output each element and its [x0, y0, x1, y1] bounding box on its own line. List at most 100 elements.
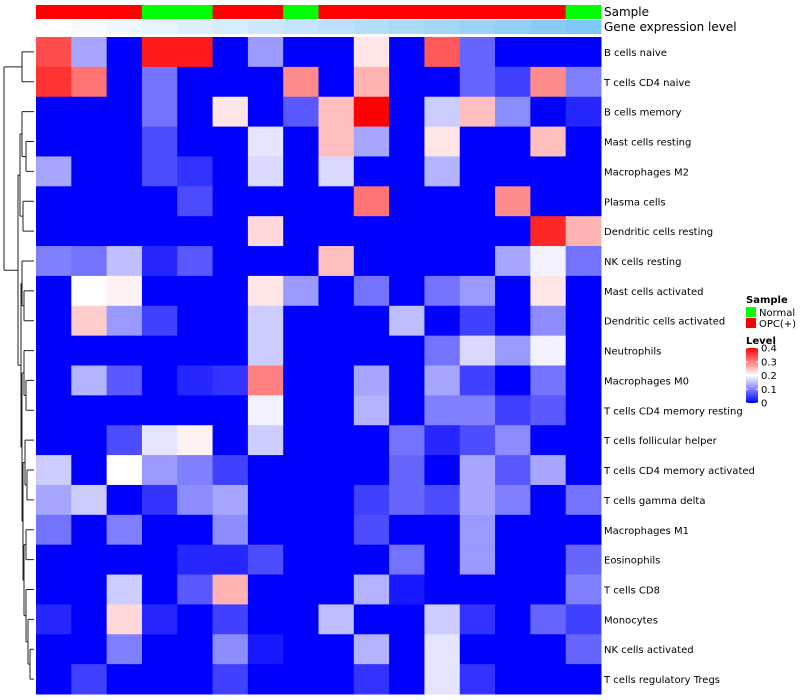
heatmap-cell [459, 634, 496, 665]
heatmap-cell [247, 246, 284, 277]
heatmap-cell [353, 66, 390, 98]
expression-track-title: Gene expression level [604, 20, 737, 34]
heatmap-cell [353, 246, 390, 277]
heatmap-cell [283, 186, 319, 217]
heatmap-cell [36, 425, 72, 456]
heatmap-cell [389, 514, 425, 546]
heatmap-cell [495, 126, 531, 157]
heatmap-cell [389, 126, 425, 157]
heatmap-cell [495, 395, 531, 426]
heatmap-cell [318, 425, 355, 456]
heatmap-cell [389, 604, 425, 635]
heatmap-cell [247, 395, 284, 426]
sample-annotation-cell [283, 5, 319, 19]
heatmap-cell [141, 365, 178, 396]
heatmap-cell [71, 246, 108, 277]
heatmap-cell [459, 246, 496, 277]
heatmap-cell [141, 156, 178, 187]
heatmap-cell [283, 395, 319, 426]
heatmap-cell [177, 246, 214, 277]
heatmap-cell [283, 544, 319, 576]
heatmap-cell [424, 275, 461, 307]
heatmap-cell [141, 544, 178, 576]
row-label: T cells CD4 memory resting [603, 406, 743, 417]
heatmap-cell [353, 186, 390, 217]
heatmap-cell [459, 335, 496, 366]
heatmap-cell [247, 305, 284, 337]
heatmap-cell [283, 455, 319, 486]
expression-annotation-cell [247, 20, 284, 34]
expression-annotation-cell [283, 20, 319, 34]
heatmap-cell [212, 216, 249, 247]
heatmap-cell [71, 216, 108, 247]
heatmap-cell [177, 425, 214, 456]
heatmap-cell [212, 544, 249, 576]
row-label: NK cells resting [604, 257, 681, 268]
heatmap-cell [353, 604, 390, 635]
heatmap-cell [71, 484, 108, 516]
heatmap-cell [212, 604, 249, 635]
heatmap-cell [424, 66, 461, 98]
heatmap-cell [318, 66, 355, 98]
expression-annotation-cell [459, 20, 496, 34]
sample-legend-label: OPC(+) [759, 319, 796, 330]
sample-annotation-cell [106, 5, 143, 19]
heatmap-cell [247, 96, 284, 128]
row-label: Mast cells resting [604, 138, 691, 149]
heatmap-cell [36, 604, 72, 635]
heatmap-cell [141, 634, 178, 665]
heatmap-cell [283, 216, 319, 247]
heatmap-cell [212, 156, 249, 187]
heatmap-cell [353, 305, 390, 337]
heatmap-cell [565, 275, 602, 307]
heatmap-cell [141, 275, 178, 307]
dendrogram-branch [3, 66, 22, 271]
heatmap-cell [565, 365, 602, 396]
heatmap-cell [389, 216, 425, 247]
dendrogram-branch [25, 529, 34, 561]
heatmap-cell [495, 425, 531, 456]
heatmap-cell [106, 96, 143, 128]
heatmap-cell [318, 634, 355, 665]
heatmap-cell [106, 216, 143, 247]
heatmap-cell [495, 455, 531, 486]
heatmap-cell [530, 514, 567, 546]
heatmap-cell [283, 66, 319, 98]
heatmap-cell [283, 37, 319, 68]
heatmap-cell [71, 425, 108, 456]
heatmap-cell [459, 395, 496, 426]
heatmap-cell [353, 634, 390, 665]
heatmap-cell [459, 305, 496, 337]
heatmap-cell [71, 305, 108, 337]
heatmap-cell [106, 305, 143, 337]
row-label: Macrophages M2 [604, 167, 689, 178]
heatmap-cell [389, 455, 425, 486]
heatmap-cell [459, 186, 496, 217]
heatmap-cell [212, 574, 249, 605]
heatmap-cell [353, 275, 390, 307]
heatmap-cell [106, 275, 143, 307]
dendrogram-branch [26, 469, 34, 501]
heatmap-cell [36, 634, 72, 665]
heatmap-cell [106, 455, 143, 486]
sample-legend-swatch [746, 318, 756, 328]
heatmap-cell [36, 455, 72, 486]
expression-annotation-cell [71, 20, 108, 34]
heatmap-cell [283, 305, 319, 337]
heatmap-cell [530, 66, 567, 98]
heatmap-cell [318, 186, 355, 217]
expression-annotation-cell [36, 20, 72, 34]
heatmap-cell [389, 484, 425, 516]
heatmap-cell [71, 126, 108, 157]
row-label: Dendritic cells activated [604, 317, 725, 328]
heatmap-cell [565, 156, 602, 187]
heatmap-cell [106, 365, 143, 396]
heatmap-cell [141, 574, 178, 605]
heatmap-cell [71, 156, 108, 187]
heatmap-cell [247, 425, 284, 456]
heatmap-cells [36, 37, 602, 695]
heatmap-cell [212, 186, 249, 217]
heatmap-cell [495, 574, 531, 605]
row-label: T cells CD4 memory activated [603, 466, 755, 477]
row-label: T cells follicular helper [603, 436, 718, 447]
